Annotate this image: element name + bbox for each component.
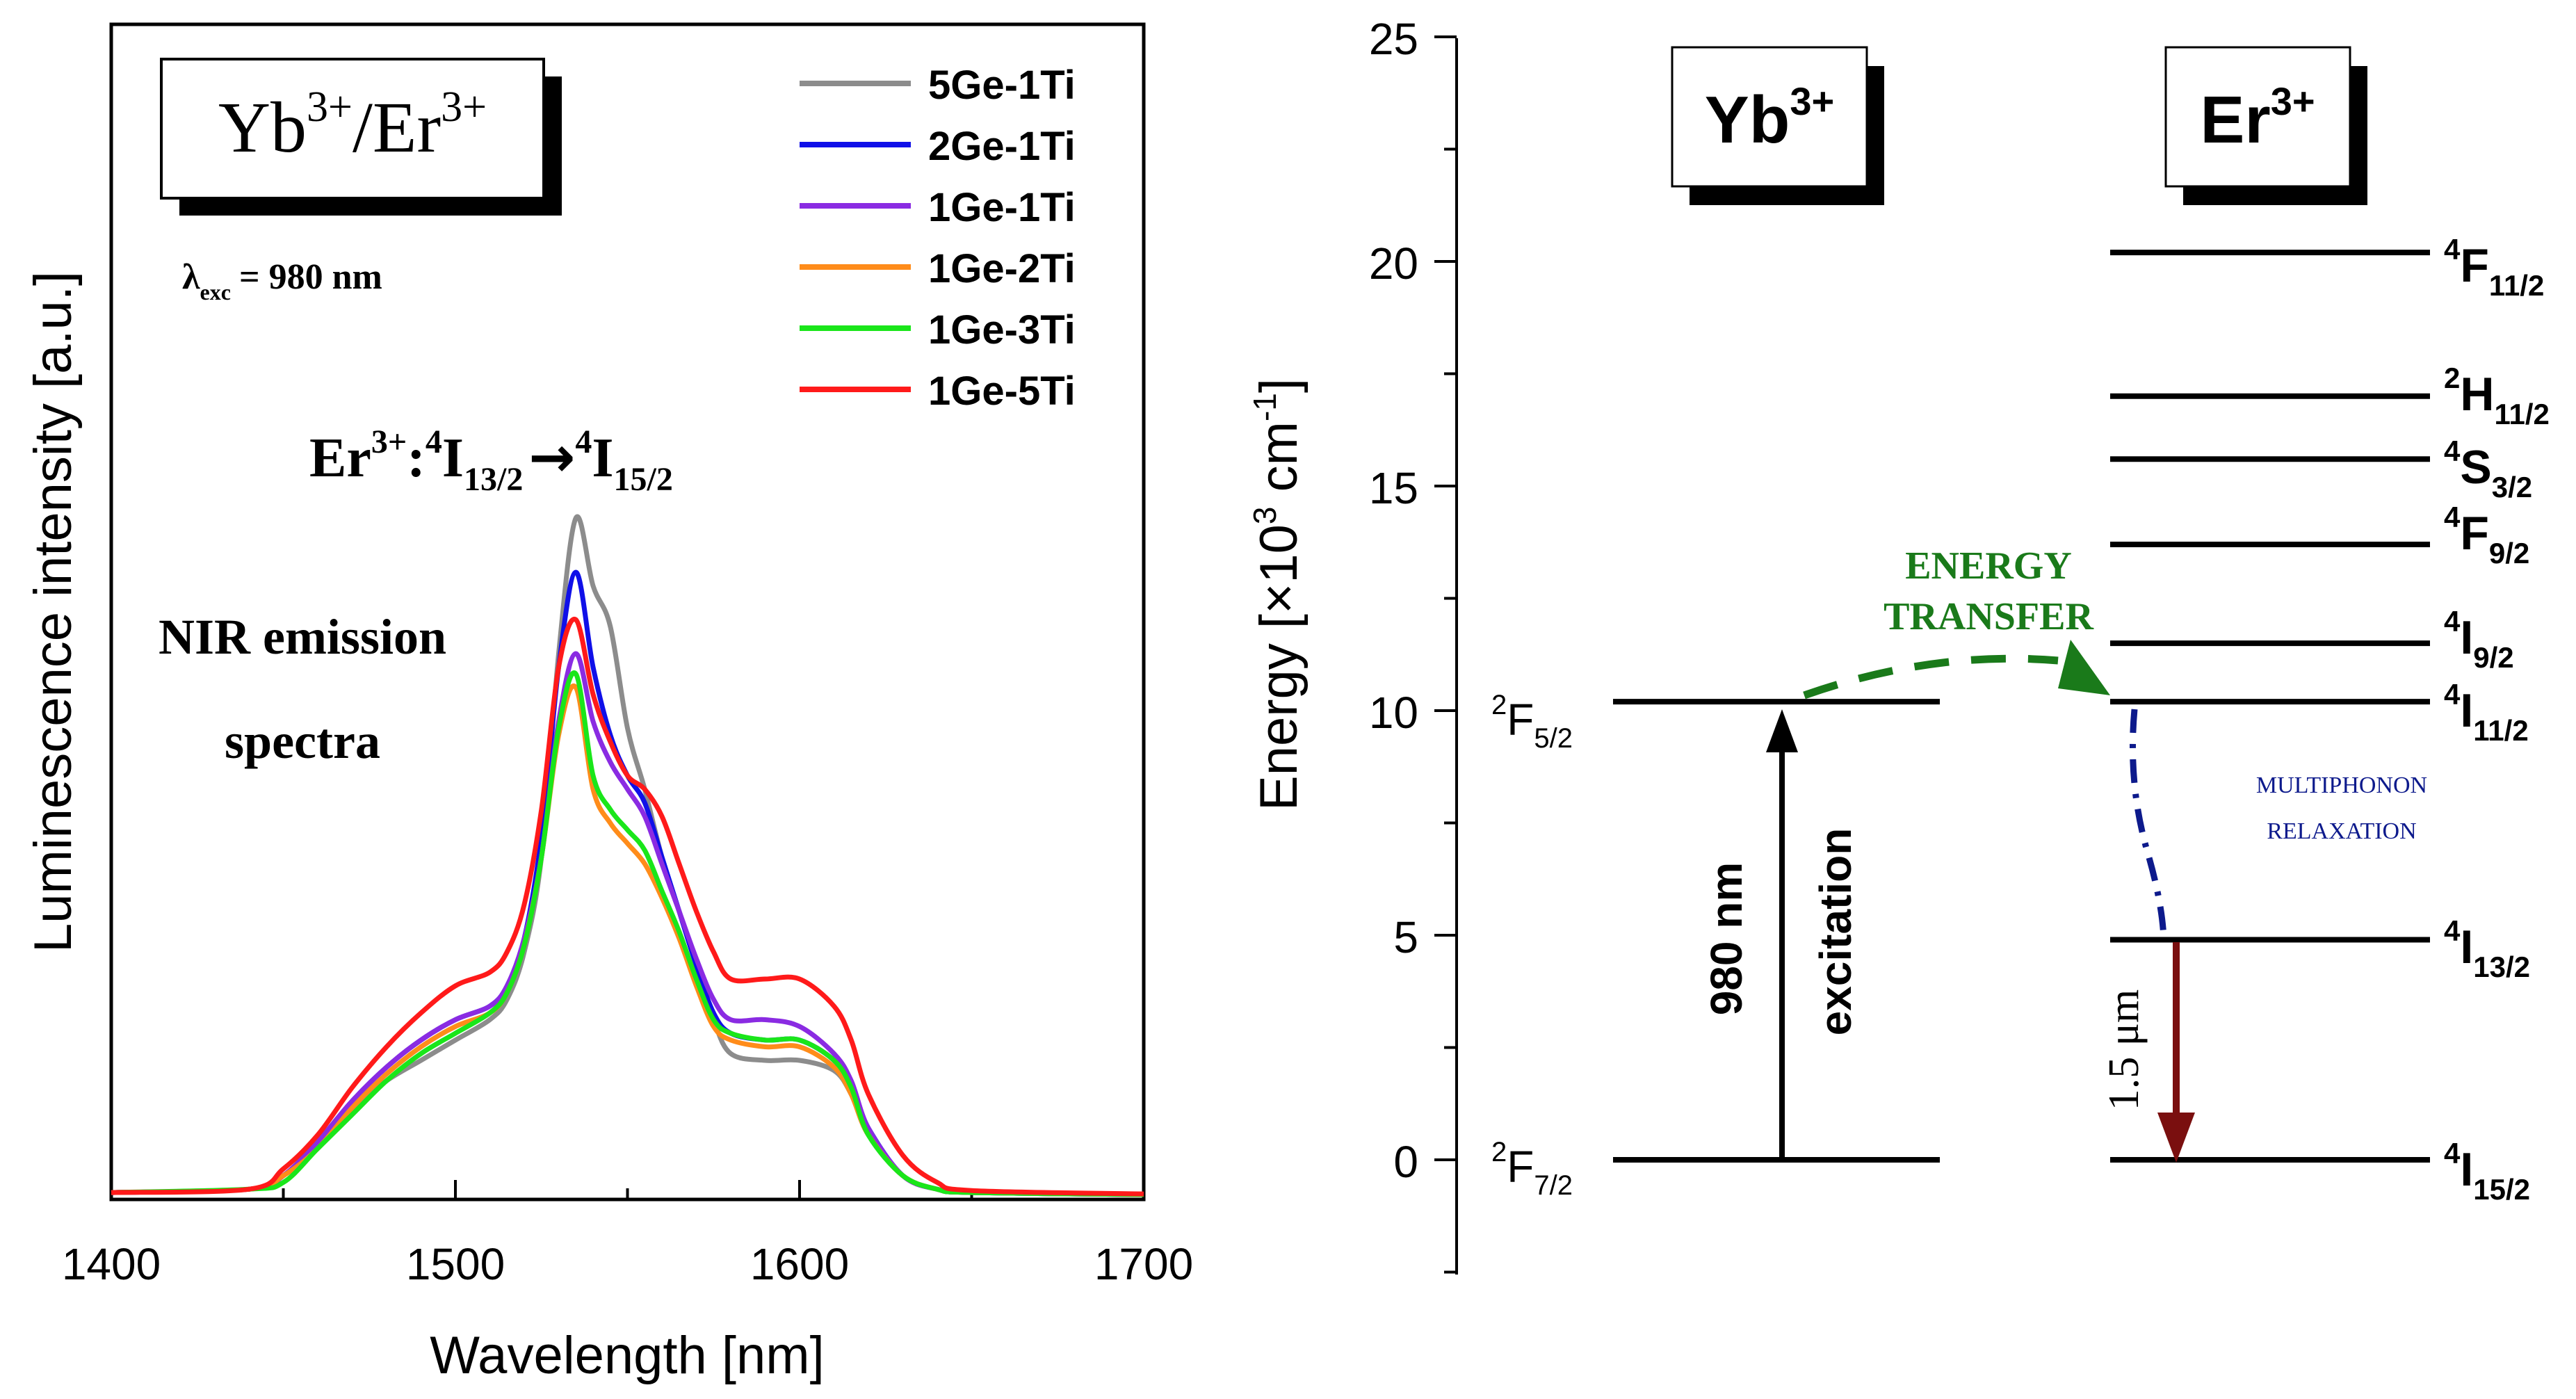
energy-axis-ticks bbox=[1434, 35, 1457, 1274]
emission-arrow-head bbox=[2157, 1113, 2195, 1163]
spectra-series bbox=[111, 514, 1144, 1197]
energy-transfer-arrow bbox=[1803, 654, 2059, 700]
yb-level-label: 2F5/2 bbox=[1491, 690, 1573, 754]
yb-ion-label: Yb3+ bbox=[1705, 79, 1835, 157]
x-tick-label: 1600 bbox=[750, 1239, 849, 1289]
excitation-wavelength-label: λexc = 980 nm bbox=[182, 257, 382, 305]
er-level-label: 4F11/2 bbox=[2444, 233, 2544, 302]
yb-level-label: 2F7/2 bbox=[1491, 1137, 1573, 1201]
series-line-2Ge-1Ti bbox=[111, 569, 1144, 1197]
x-axis-label: Wavelength [nm] bbox=[430, 1326, 824, 1385]
er-ion-label: Er3+ bbox=[2200, 79, 2315, 157]
x-tick-label: 1400 bbox=[62, 1239, 161, 1289]
energy-tick-label: 15 bbox=[1369, 463, 1418, 513]
legend-label: 1Ge-5Ti bbox=[928, 369, 1076, 414]
energy-transfer-line1: ENERGY bbox=[1905, 544, 2072, 588]
energy-tick-label: 25 bbox=[1369, 14, 1418, 64]
series-line-1Ge-3Ti bbox=[111, 670, 1144, 1197]
energy-axis-label: Energy [×103 cm-1] bbox=[1247, 378, 1309, 811]
y-axis-label: Luminescence intensity [a.u.] bbox=[24, 271, 83, 953]
multiphonon-line2: RELAXATION bbox=[2267, 818, 2416, 844]
legend-label: 1Ge-2Ti bbox=[928, 246, 1076, 291]
multiphonon-line1: MULTIPHONON bbox=[2256, 773, 2427, 798]
yb-box bbox=[1671, 46, 1868, 188]
er-level-label: 2H11/2 bbox=[2444, 362, 2550, 430]
legend-label: 5Ge-1Ti bbox=[928, 63, 1076, 108]
title-box bbox=[160, 58, 545, 200]
legend: 5Ge-1Ti 2Ge-1Ti 1Ge-1Ti 1Ge-2Ti 1Ge-3Ti 1Ge-5… bbox=[800, 63, 1076, 414]
legend-label: 1Ge-3Ti bbox=[928, 307, 1076, 353]
energy-transfer-line2: TRANSFER bbox=[1884, 595, 2093, 638]
series-line-1Ge-5Ti bbox=[111, 616, 1144, 1197]
x-tick-label: 1700 bbox=[1094, 1239, 1193, 1289]
emission-wavelength-label: 1.5 μm bbox=[2100, 989, 2148, 1110]
nir-title-line1: NIR emission bbox=[159, 609, 446, 665]
er-level-label: 4S3/2 bbox=[2444, 435, 2532, 503]
transition-label: Er3+:4I13/2 →4I15/2 bbox=[309, 423, 673, 498]
excitation-arrow-head bbox=[1766, 709, 1798, 752]
energy-levels bbox=[1613, 250, 2430, 1163]
er-level-label: 4I13/2 bbox=[2444, 914, 2530, 983]
system-label: Yb3+/Er3+ bbox=[218, 83, 487, 168]
er-level-label: 4F9/2 bbox=[2444, 501, 2529, 569]
er-box bbox=[2164, 46, 2351, 188]
emission-spectrum-chart: 1400 1500 1600 1700 Wavelength [nm] Lumi… bbox=[24, 22, 1193, 1385]
x-tick-label: 1500 bbox=[406, 1239, 505, 1289]
er-level-label: 4I9/2 bbox=[2444, 605, 2514, 674]
legend-label: 2Ge-1Ti bbox=[928, 124, 1076, 169]
nir-title-line2: spectra bbox=[225, 713, 380, 769]
multiphonon-relaxation-path bbox=[2130, 709, 2167, 939]
energy-transfer-arrow-head bbox=[2058, 640, 2110, 695]
energy-tick-label: 5 bbox=[1393, 912, 1418, 962]
er-level-label: 4I11/2 bbox=[2444, 678, 2529, 747]
energy-tick-label: 10 bbox=[1369, 688, 1418, 738]
er-level-label: 4I15/2 bbox=[2444, 1137, 2530, 1206]
energy-tick-label: 0 bbox=[1393, 1137, 1418, 1187]
legend-label: 1Ge-1Ti bbox=[928, 185, 1076, 230]
energy-tick-label: 20 bbox=[1369, 238, 1418, 289]
excitation-label: excitation bbox=[1811, 828, 1861, 1036]
energy-level-diagram: 0 5 10 15 20 25 Energy [×103 cm-1] Yb3+ … bbox=[1247, 14, 2550, 1275]
excitation-wavelength: 980 nm bbox=[1701, 862, 1751, 1016]
x-axis-ticks bbox=[110, 1180, 1145, 1199]
